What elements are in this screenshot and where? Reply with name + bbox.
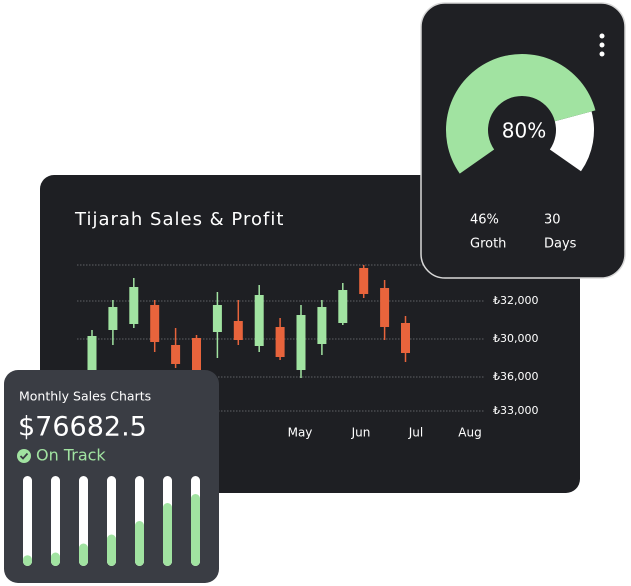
candle-body xyxy=(380,288,390,327)
candle-body xyxy=(254,295,264,346)
amount: $76682.5 xyxy=(18,412,147,443)
progress-track xyxy=(51,476,60,566)
progress-bars xyxy=(23,476,200,566)
gauge-remainder xyxy=(549,111,594,172)
check-icon xyxy=(17,449,31,463)
price-label: ₺32,000 xyxy=(493,294,539,307)
x-tick-label: Jul xyxy=(408,426,423,440)
candlestick-plot: ₺32,000 ₺30,000 ₺36,000 ₺33,000 May Jun Jul Aug xyxy=(77,264,539,440)
price-label: ₺36,000 xyxy=(493,370,539,383)
candle-body xyxy=(233,321,243,340)
menu-dot[interactable] xyxy=(599,33,605,39)
candle-body xyxy=(212,305,222,332)
x-tick-label: May xyxy=(288,426,313,440)
stat-label: Groth xyxy=(470,237,506,252)
gauge-label: 80% xyxy=(502,119,546,143)
progress-fill xyxy=(163,503,172,566)
check-mark xyxy=(19,452,29,460)
gauge: 80% xyxy=(446,53,596,174)
stat-value: 46% xyxy=(470,213,499,228)
candle-body xyxy=(150,305,160,342)
progress-fill xyxy=(23,555,32,566)
candle-body xyxy=(401,323,410,353)
candle-body xyxy=(108,307,118,330)
x-tick-label: Jun xyxy=(351,426,371,440)
menu-dot[interactable] xyxy=(599,42,605,48)
x-tick-label: Aug xyxy=(458,426,481,440)
chart-title: Tijarah Sales & Profit xyxy=(74,209,284,230)
price-label: ₺33,000 xyxy=(493,404,539,417)
card-title: Monthly Sales Charts xyxy=(19,389,151,404)
candle-body xyxy=(296,315,306,370)
progress-fill xyxy=(79,543,88,566)
progress-track xyxy=(23,476,32,566)
candle-body xyxy=(192,338,201,370)
candle-body xyxy=(359,268,369,294)
menu-dot[interactable] xyxy=(599,51,605,57)
candle-body xyxy=(87,336,97,372)
gauge-card xyxy=(420,2,626,279)
status: On Track xyxy=(36,446,106,465)
candle-body xyxy=(129,287,139,324)
stat-label: Days xyxy=(544,237,577,252)
price-label: ₺30,000 xyxy=(493,332,539,345)
candle-body xyxy=(171,345,181,364)
candle-body xyxy=(338,290,348,323)
progress-fill xyxy=(135,521,144,566)
candle-body xyxy=(275,327,285,357)
stat-value: 30 xyxy=(544,213,561,228)
candle-body xyxy=(317,307,327,344)
progress-fill xyxy=(191,494,200,566)
progress-fill xyxy=(107,534,116,566)
gauge-fill xyxy=(446,53,596,174)
progress-track xyxy=(79,476,88,566)
progress-fill xyxy=(51,552,60,566)
